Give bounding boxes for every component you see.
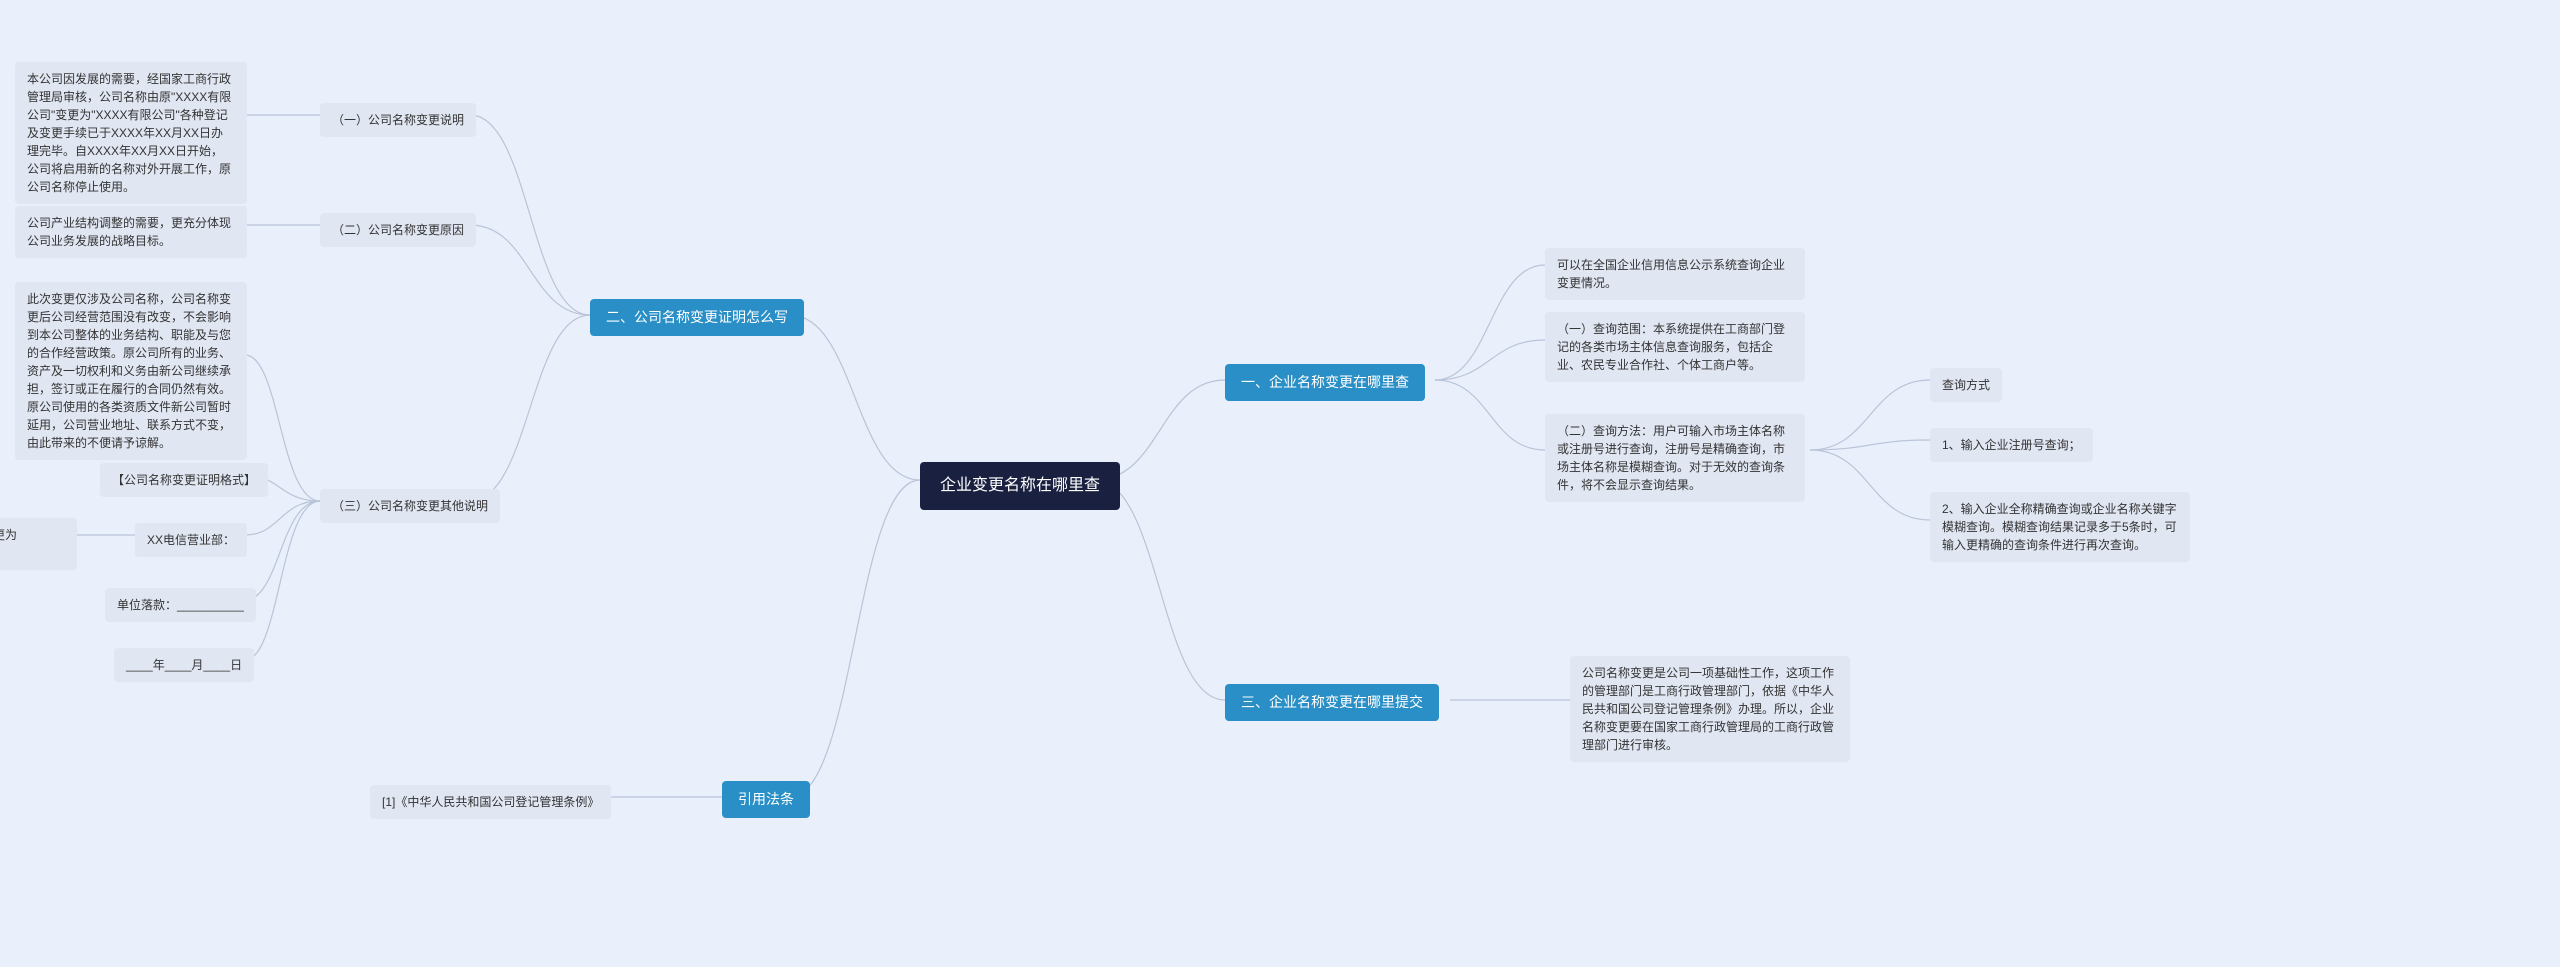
branch-1-leaf-3: （二）查询方法：用户可输入市场主体名称或注册号进行查询，注册号是精确查询，市场主…	[1545, 414, 1805, 502]
branch-1[interactable]: 一、企业名称变更在哪里查	[1225, 364, 1425, 401]
branch-2-sec3-label: （三）公司名称变更其他说明	[320, 489, 500, 523]
branch-3[interactable]: 三、企业名称变更在哪里提交	[1225, 684, 1439, 721]
branch-1-leaf-3-sub-3: 2、输入企业全称精确查询或企业名称关键字模糊查询。模糊查询结果记录多于5条时，可…	[1930, 492, 2190, 562]
branch-1-leaf-3-sub-1: 查询方式	[1930, 368, 2002, 402]
branch-1-label: 一、企业名称变更在哪里查	[1241, 374, 1409, 390]
branch-2-sec3-text1: 此次变更仅涉及公司名称，公司名称变更后公司经营范围没有改变，不会影响到本公司整体…	[15, 282, 247, 460]
branch-2-sec1-label: （一）公司名称变更说明	[320, 103, 476, 137]
branch-2-sec1-text: 本公司因发展的需要，经国家工商行政管理局审核，公司名称由原"XXXX有限公司"变…	[15, 62, 247, 204]
branch-4-leaf-1: [1]《中华人民共和国公司登记管理条例》	[370, 785, 611, 819]
branch-1-leaf-1: 可以在全国企业信用信息公示系统查询企业变更情况。	[1545, 248, 1805, 300]
branch-2[interactable]: 二、公司名称变更证明怎么写	[590, 299, 804, 336]
branch-2-sec3-text3-label: XX电信营业部：	[135, 523, 247, 557]
branch-2-sec3-text2: 【公司名称变更证明格式】	[100, 463, 268, 497]
branch-2-sec3-text5: ____年____月____日	[114, 648, 254, 682]
branch-1-leaf-3-sub-2: 1、输入企业注册号查询；	[1930, 428, 2093, 462]
branch-2-label: 二、公司名称变更证明怎么写	[606, 309, 788, 325]
branch-3-label: 三、企业名称变更在哪里提交	[1241, 694, 1423, 710]
branch-2-sec2-label: （二）公司名称变更原因	[320, 213, 476, 247]
branch-4-label: 引用法条	[738, 791, 794, 807]
branch-2-sec2-text: 公司产业结构调整的需要，更充分体现公司业务发展的战略目标。	[15, 206, 247, 258]
root-node[interactable]: 企业变更名称在哪里查	[920, 462, 1120, 510]
mindmap-connectors	[0, 0, 2560, 967]
branch-1-leaf-2: （一）查询范围：本系统提供在工商部门登记的各类市场主体信息查询服务，包括企业、农…	[1545, 312, 1805, 382]
branch-2-sec3-text3: 我公司原为XX公司，现变更为XXXXXX公司，特此证明！	[0, 518, 77, 570]
branch-2-sec3-text4: 单位落款：__________	[105, 588, 256, 622]
root-label: 企业变更名称在哪里查	[940, 477, 1100, 494]
branch-4[interactable]: 引用法条	[722, 781, 810, 818]
branch-3-leaf-1: 公司名称变更是公司一项基础性工作，这项工作的管理部门是工商行政管理部门，依据《中…	[1570, 656, 1850, 762]
